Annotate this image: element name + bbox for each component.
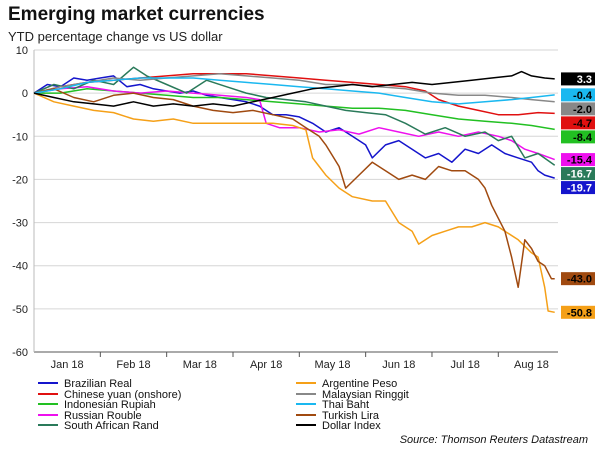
end-value-label: -15.4	[561, 153, 595, 167]
series-line	[33, 77, 555, 105]
legend-label: Argentine Peso	[322, 378, 398, 390]
series-line	[33, 66, 556, 166]
svg-text:-16.7: -16.7	[567, 169, 592, 181]
x-tick-label: Jun 18	[382, 359, 415, 371]
legend-label: Malaysian Ringgit	[322, 388, 409, 401]
end-labels: 3.3 -0.4 -2.0 -4.7 -8.4 -15.4 -16.7 -19.7 -43.0 -…	[561, 72, 595, 319]
svg-text:-2.0: -2.0	[573, 104, 592, 116]
y-tick-label: -20	[12, 174, 28, 186]
end-value-label: -4.7	[561, 116, 595, 130]
legend-label: Indonesian Rupiah	[64, 399, 156, 411]
legend-swatch	[38, 382, 58, 385]
series-lines	[33, 66, 556, 314]
source-note: Source: Thomson Reuters Datastream	[399, 434, 588, 446]
end-value-label: -16.7	[561, 167, 595, 181]
legend-item: Chinese yuan (onshore)	[38, 389, 181, 401]
end-value-label: -0.4	[561, 88, 595, 102]
legend-label: Brazilian Real	[64, 378, 132, 390]
legend-item: Argentine Peso	[296, 378, 397, 390]
y-tick-label: -40	[12, 261, 28, 273]
legend-label: Turkish Lira	[322, 409, 380, 422]
y-tick-label: -60	[12, 347, 28, 359]
x-tick-label: May 18	[314, 359, 350, 371]
x-tick-label: Jul 18	[450, 359, 479, 371]
series-line	[33, 70, 555, 107]
legend-label: Russian Rouble	[64, 409, 142, 422]
series-line	[33, 85, 555, 161]
legend-swatch	[38, 392, 58, 395]
svg-text:3.3: 3.3	[577, 74, 592, 86]
svg-text:-43.0: -43.0	[567, 274, 592, 286]
end-value-label: -2.0	[561, 102, 595, 116]
svg-text:-0.4: -0.4	[573, 90, 593, 102]
legend-item: Malaysian Ringgit	[296, 389, 409, 401]
axes: 10 0 -10 -20 -30 -40 -50 -60 Jan 18 Feb 18 Mar 18 A…	[12, 45, 558, 371]
series-line	[33, 88, 555, 289]
svg-text:-15.4: -15.4	[567, 155, 593, 167]
legend-label: Chinese yuan (onshore)	[64, 388, 182, 401]
end-value-label: 3.3	[561, 72, 595, 86]
end-value-label: -43.0	[561, 272, 595, 286]
series-line	[33, 92, 555, 314]
legend-item: Thai Baht	[296, 399, 369, 411]
chart-title: Emerging market currencies	[8, 4, 265, 25]
y-tick-label: 0	[22, 88, 28, 100]
legend-item: Indonesian Rupiah	[38, 399, 156, 411]
legend-item: Turkish Lira	[296, 410, 379, 422]
legend-item: South African Rand	[38, 420, 159, 432]
end-value-label: -8.4	[561, 130, 595, 144]
series-line	[33, 75, 555, 179]
legend-item: Russian Rouble	[38, 410, 142, 422]
x-tick-label: Apr 18	[250, 359, 282, 371]
legend-swatch	[296, 382, 316, 385]
y-tick-label: 10	[16, 45, 28, 57]
x-tick-label: Aug 18	[514, 359, 549, 371]
svg-text:-19.7: -19.7	[567, 183, 592, 195]
legend-swatch	[38, 413, 58, 416]
svg-text:-8.4: -8.4	[573, 132, 593, 144]
legend-item: Brazilian Real	[38, 378, 132, 390]
x-tick-label: Feb 18	[116, 359, 150, 371]
legend-label: Dollar Index	[322, 420, 381, 432]
line-chart: 10 0 -10 -20 -30 -40 -50 -60 Jan 18 Feb 18 Mar 18 A…	[12, 45, 595, 371]
end-value-label: -50.8	[561, 305, 595, 319]
svg-text:-4.7: -4.7	[573, 118, 592, 130]
legend-swatch	[296, 403, 316, 406]
legend-label: Thai Baht	[322, 399, 370, 411]
y-tick-label: -50	[12, 304, 28, 316]
svg-text:-50.8: -50.8	[567, 307, 592, 319]
legend-swatch	[296, 413, 316, 416]
x-tick-label: Mar 18	[183, 359, 217, 371]
legend-swatch	[296, 424, 316, 427]
end-value-label: -19.7	[561, 181, 595, 195]
y-tick-label: -10	[12, 131, 28, 143]
legend-label: South African Rand	[64, 420, 159, 432]
legend-item: Dollar Index	[296, 420, 381, 432]
y-tick-label: -30	[12, 218, 28, 230]
x-tick-label: Jan 18	[51, 359, 84, 371]
legend-swatch	[296, 392, 316, 395]
chart-subtitle: YTD percentage change vs US dollar	[8, 29, 223, 44]
legend-swatch	[38, 424, 58, 427]
legend-swatch	[38, 403, 58, 406]
